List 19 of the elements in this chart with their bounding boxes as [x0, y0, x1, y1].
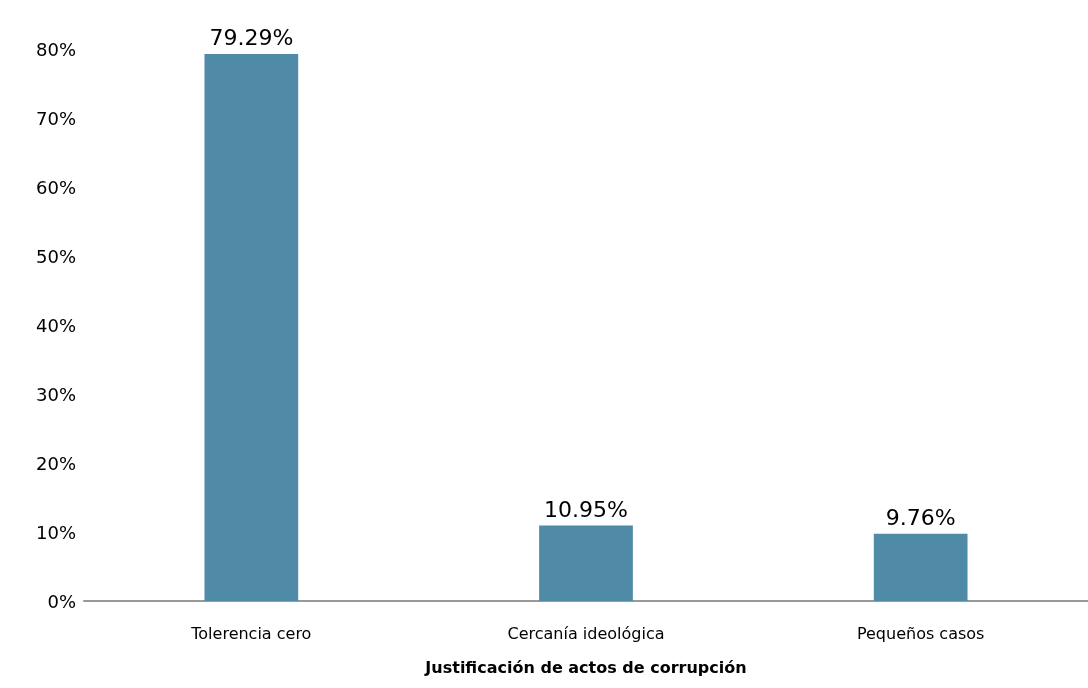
y-tick-label: 40%: [35, 314, 76, 336]
y-tick-label: 50%: [35, 245, 76, 267]
y-tick-label: 80%: [35, 38, 76, 60]
bar: [204, 53, 299, 601]
y-tick-label: 20%: [35, 452, 76, 474]
data-label: 9.76%: [885, 505, 956, 531]
y-tick-label: 30%: [35, 383, 76, 405]
x-axis-title: Justificación de actos de corrupción: [424, 657, 747, 677]
y-tick-label: 10%: [35, 521, 76, 543]
y-tick-label: 70%: [35, 107, 76, 129]
x-tick-label: Pequeños casos: [856, 623, 985, 643]
y-tick-label: 0%: [47, 590, 76, 612]
x-tick-label: Cercanía ideológica: [507, 623, 665, 643]
bar: [873, 533, 968, 601]
data-label: 10.95%: [544, 496, 628, 522]
y-tick-label: 60%: [35, 176, 76, 198]
bar: [539, 525, 633, 601]
data-label: 79.29%: [209, 25, 294, 51]
x-tick-label: Tolerencia cero: [190, 623, 312, 643]
